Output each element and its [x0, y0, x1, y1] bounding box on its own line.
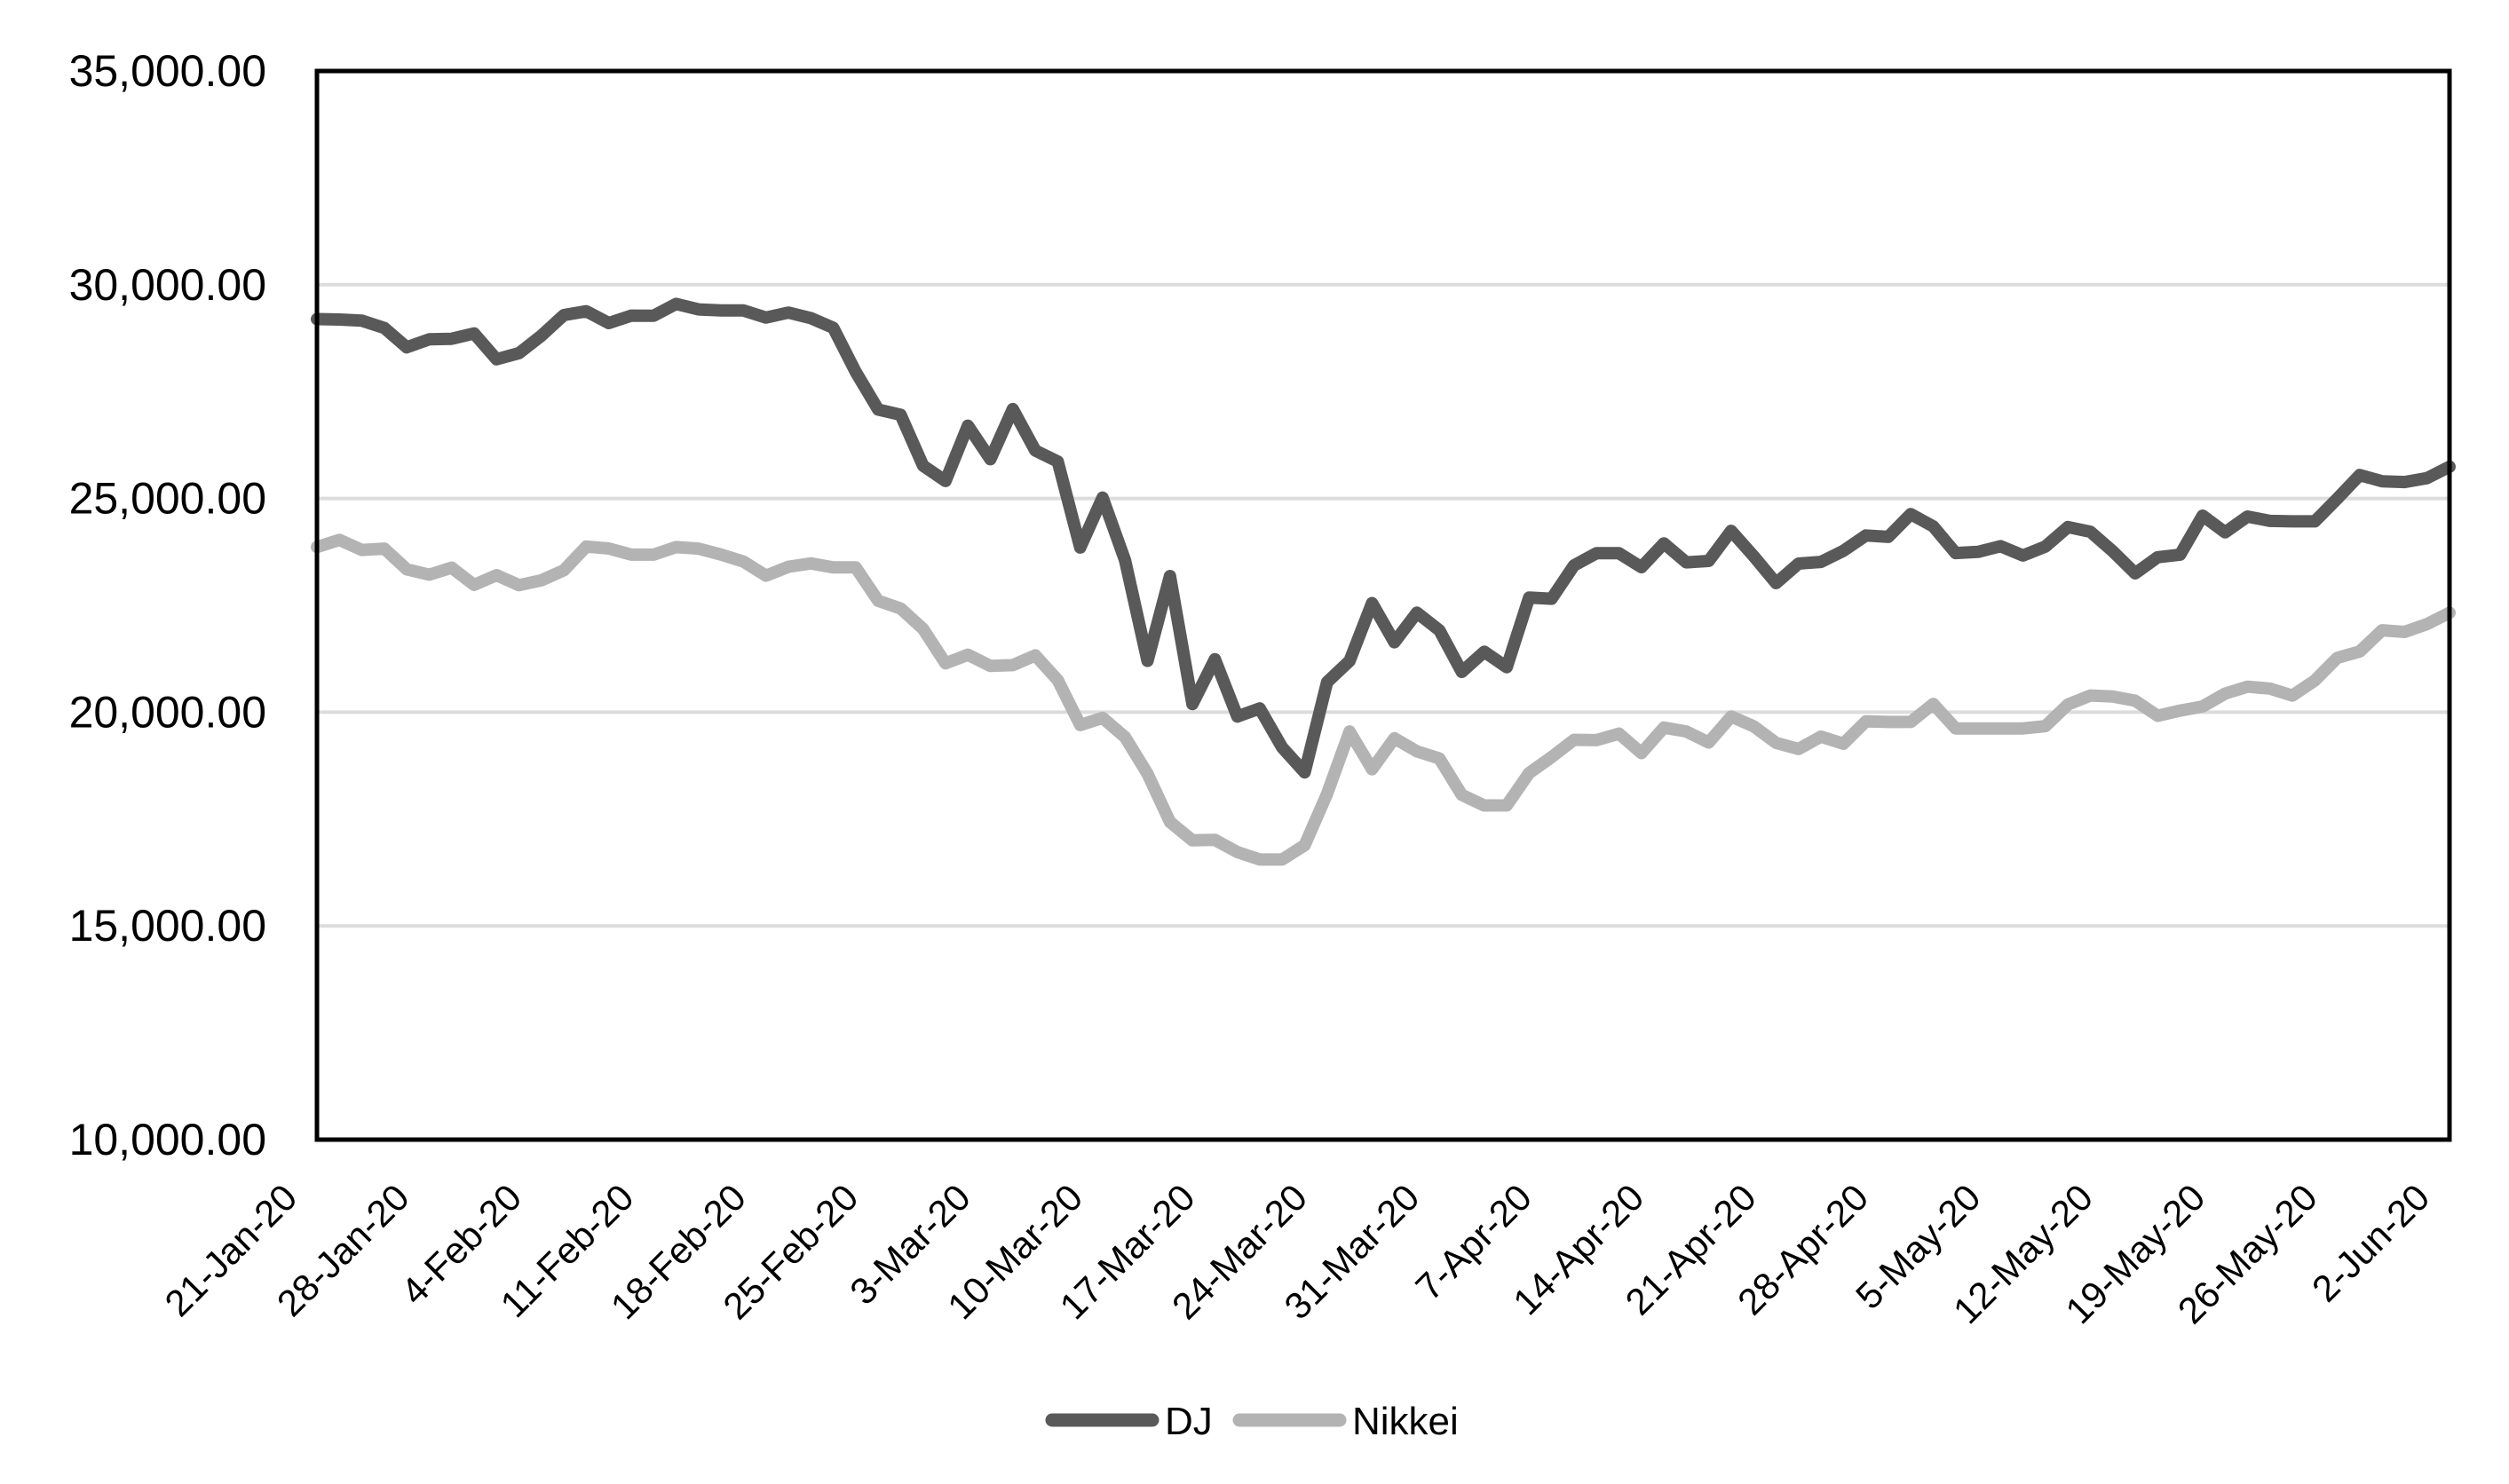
y-axis-tick-label: 10,000.00 — [69, 1115, 266, 1164]
plot-area-border — [314, 68, 2452, 1142]
y-axis-tick-label: 25,000.00 — [69, 474, 266, 524]
dj-line — [311, 297, 2456, 779]
dj-legend-label: DJ — [1165, 1400, 1213, 1443]
gridlines — [317, 282, 2450, 928]
y-axis-tick-labels: 10,000.00 15,000.00 20,000.00 25,000.00 30,0… — [69, 46, 266, 1164]
y-axis-tick-label: 20,000.00 — [69, 687, 266, 737]
nikkei-legend-label: Nikkei — [1352, 1400, 1459, 1443]
y-axis-tick-label: 15,000.00 — [69, 901, 266, 951]
x-axis-tick-label: 2-Jun-20 — [2304, 1176, 2437, 1309]
y-axis-tick-label: 30,000.00 — [69, 260, 266, 310]
nikkei-line — [311, 533, 2456, 866]
x-axis-tick-labels: 21-Jan-2028-Jan-204-Feb-2011-Feb-2018-Fe… — [156, 1176, 2437, 1331]
series-lines — [311, 297, 2456, 866]
y-axis-tick-label: 35,000.00 — [69, 46, 266, 96]
legend: DJ Nikkei — [1045, 1400, 1459, 1443]
